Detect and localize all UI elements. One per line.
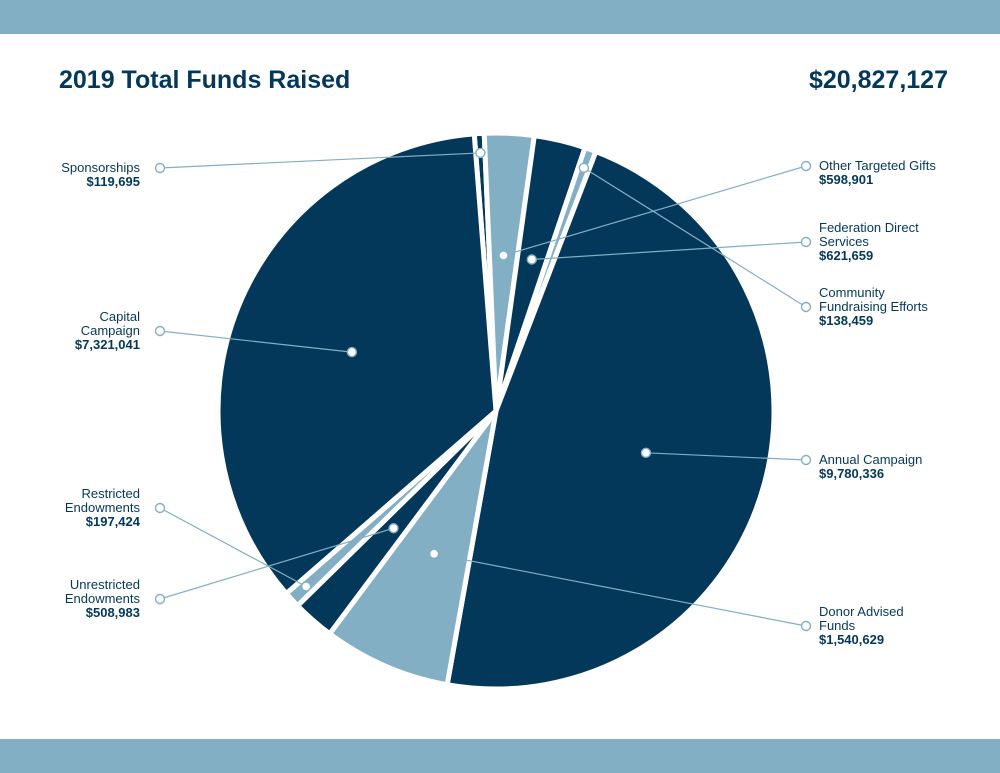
slice-value: $598,901 [819,172,874,187]
leader-dot-federation-direct-services [526,254,537,265]
leader-line-unrestricted-endowments [159,527,394,600]
leader-end-federation-direct-services [800,236,812,248]
slice-label-capital-campaign: Capital Campaign $7,321,041 [0,310,140,352]
slice-value: $508,983 [85,605,140,620]
slice-name: Annual Campaign [819,452,923,467]
leader-line-community-fundraising-efforts [583,167,807,308]
slice-name: Restricted Endowments [64,486,140,515]
leader-end-restricted-endowments [154,502,166,514]
slice-name: Sponsorships [61,160,140,175]
leader-line-annual-campaign [645,452,807,461]
leader-line-sponsorships [159,152,481,169]
slice-value: $621,659 [819,248,874,263]
slice-label-restricted-endowments: Restricted Endowments $197,424 [0,487,140,529]
slice-label-unrestricted-endowments: Unrestricted Endowments $508,983 [0,578,140,620]
leader-dot-donor-advised-funds [428,548,440,560]
leader-dot-other-targeted-gifts [498,250,509,261]
top-band [0,0,1000,34]
total-amount: $20,827,127 [808,66,948,94]
leader-dot-sponsorships [475,147,486,159]
leader-dot-restricted-endowments [300,581,312,592]
leader-dot-community-fundraising-efforts [578,162,590,174]
leader-end-donor-advised-funds [800,620,812,632]
slice-value: $119,695 [86,174,140,189]
slice-name: Federation Direct Services [819,220,919,249]
leader-dot-unrestricted-endowments [388,523,399,534]
slice-label-donor-advised-funds: Donor Advised Funds $1,540,629 [819,605,989,647]
chart-title: 2019 Total Funds Raised [59,66,351,94]
slice-label-sponsorships: Sponsorships $119,695 [0,161,140,189]
leader-end-sponsorships [154,162,166,174]
leader-end-unrestricted-endowments [154,593,166,605]
leader-dot-annual-campaign [640,447,652,459]
slice-value: $197,424 [85,514,140,529]
leader-line-other-targeted-gifts [503,165,807,257]
leader-line-federation-direct-services [531,241,807,261]
slice-name: Community Fundraising Efforts [819,285,928,314]
slice-name: Unrestricted Endowments [64,577,140,606]
slice-value: $1,540,629 [819,632,885,647]
slice-name: Donor Advised Funds [819,604,904,633]
leader-end-capital-campaign [154,325,166,337]
leader-end-annual-campaign [800,454,812,466]
pie-slice-donor-advised-funds [327,408,499,688]
slice-name: Other Targeted Gifts [819,158,936,173]
pie-slice-annual-campaign [444,149,777,692]
slice-label-federation-direct-services: Federation Direct Services $621,659 [819,221,989,263]
leader-line-donor-advised-funds [433,553,807,627]
bottom-band [0,739,1000,773]
leader-dot-capital-campaign [346,346,358,358]
slice-label-community-fundraising-efforts: Community Fundraising Efforts $138,459 [819,286,989,328]
slice-label-annual-campaign: Annual Campaign $9,780,336 [819,453,989,481]
leader-line-restricted-endowments [159,507,307,588]
leader-end-community-fundraising-efforts [800,301,812,313]
pie-slice-capital-campaign [215,131,499,597]
slice-label-other-targeted-gifts: Other Targeted Gifts $598,901 [819,159,989,187]
leader-line-capital-campaign [159,330,352,353]
slice-value: $9,780,336 [819,466,885,481]
slice-value: $7,321,041 [74,337,140,352]
slice-name: Capital Campaign [80,309,140,338]
slice-value: $138,459 [819,313,874,328]
leader-end-other-targeted-gifts [800,160,812,172]
